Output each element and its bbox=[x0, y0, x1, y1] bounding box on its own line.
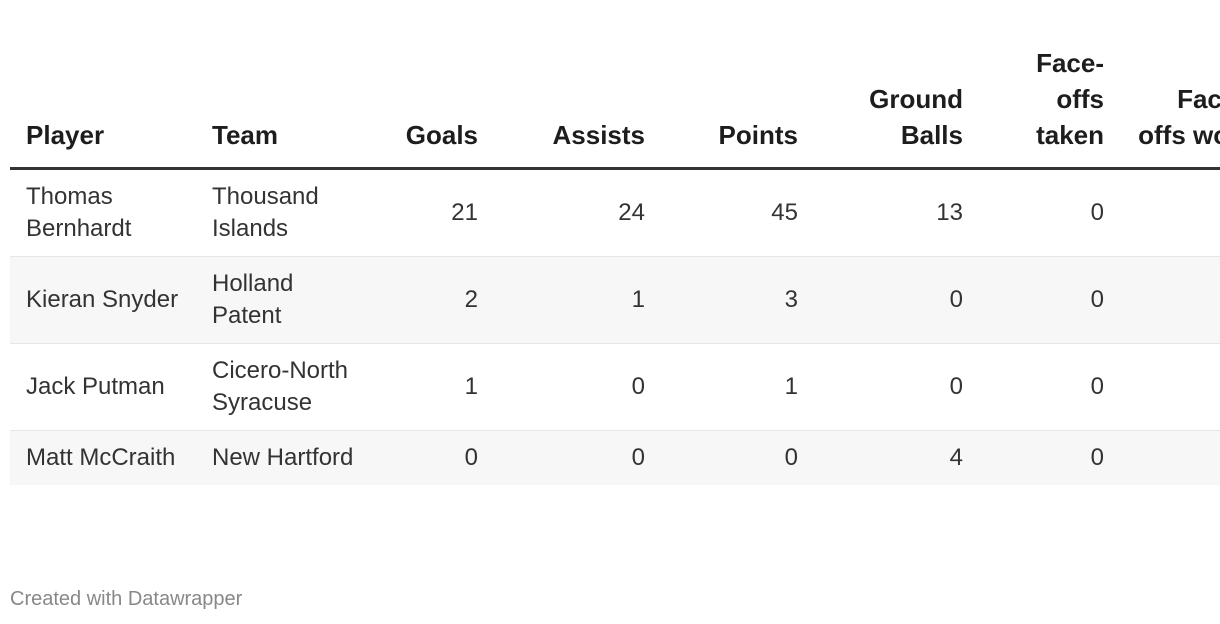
table-cell: Thomas Bernhardt bbox=[10, 168, 196, 257]
table-cell: Jack Putman bbox=[10, 343, 196, 431]
table-cell: 21 bbox=[382, 168, 494, 257]
table-cell: 0 bbox=[814, 343, 979, 431]
column-header: Assists bbox=[494, 0, 661, 170]
table-cell: 0 bbox=[814, 256, 979, 344]
clipped-cell bbox=[1120, 343, 1220, 431]
column-header: Face-offs taken bbox=[979, 0, 1120, 170]
table-cell: 0 bbox=[661, 430, 814, 485]
table-cell: Holland Patent bbox=[196, 256, 382, 344]
table-row: Matt McCraith New Hartford 0 0 0 4 0 bbox=[10, 430, 1220, 485]
table-cell: 2 bbox=[382, 256, 494, 344]
table-cell: 0 bbox=[979, 343, 1120, 431]
table-cell: 13 bbox=[814, 168, 979, 257]
column-header: Ground Balls bbox=[814, 0, 979, 170]
table-cell: New Hartford bbox=[196, 430, 382, 485]
clipped-cell bbox=[1120, 256, 1220, 344]
table-cell: 0 bbox=[382, 430, 494, 485]
column-header: Player bbox=[10, 0, 196, 170]
table-cell: 0 bbox=[979, 430, 1120, 485]
table-cell: 0 bbox=[494, 430, 661, 485]
table-cell: 0 bbox=[979, 168, 1120, 257]
table-cell: 0 bbox=[979, 256, 1120, 344]
column-header: Points bbox=[661, 0, 814, 170]
column-header: Goals bbox=[382, 0, 494, 170]
clipped-cell bbox=[1120, 430, 1220, 485]
table-cell: 0 bbox=[494, 343, 661, 431]
clipped-cell bbox=[1120, 168, 1220, 257]
footer: Created with Datawrapper bbox=[10, 588, 243, 610]
column-header: Face-offs won bbox=[1120, 0, 1220, 170]
table-cell: 1 bbox=[382, 343, 494, 431]
table-cell: Cicero-North Syracuse bbox=[196, 343, 382, 431]
table-cell: 24 bbox=[494, 168, 661, 257]
table-head: Player Team Goals Assists Points Ground Balls… bbox=[10, 0, 1220, 170]
table-cell: 45 bbox=[661, 168, 814, 257]
table-cell: Matt McCraith bbox=[10, 430, 196, 485]
table-row: Thomas Bernhardt Thousand Islands 21 24 45 13… bbox=[10, 168, 1220, 257]
table-row: Jack Putman Cicero-North Syracuse 1 0 1 0 0 bbox=[10, 343, 1220, 431]
table-row: Kieran Snyder Holland Patent 2 1 3 0 0 bbox=[10, 256, 1220, 344]
table-cell: 1 bbox=[494, 256, 661, 344]
header-row: Player Team Goals Assists Points Ground Balls… bbox=[10, 0, 1220, 170]
table-container: Player Team Goals Assists Points Ground Balls… bbox=[10, 0, 1220, 560]
table-body: Thomas Bernhardt Thousand Islands 21 24 45 13… bbox=[10, 168, 1220, 485]
column-header: Team bbox=[196, 0, 382, 170]
stats-table: Player Team Goals Assists Points Ground Balls… bbox=[10, 0, 1220, 485]
table-cell: 4 bbox=[814, 430, 979, 485]
table-cell: 1 bbox=[661, 343, 814, 431]
table-cell: Thousand Islands bbox=[196, 168, 382, 257]
table-cell: 3 bbox=[661, 256, 814, 344]
table-cell: Kieran Snyder bbox=[10, 256, 196, 344]
